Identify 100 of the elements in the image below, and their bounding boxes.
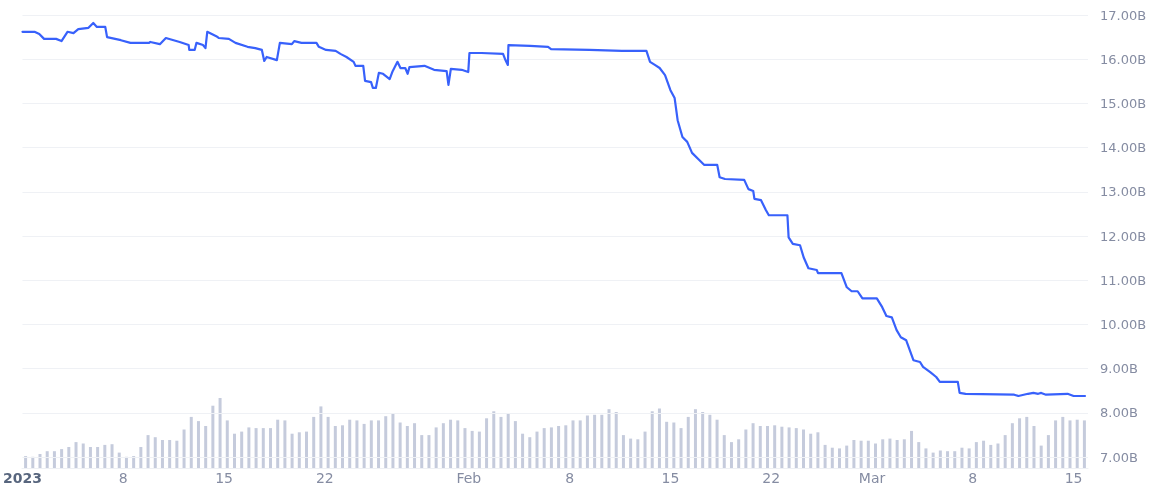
bar [391,413,395,468]
x-tick-label: Feb [456,470,482,486]
bar [377,420,381,468]
bar [45,451,49,468]
bar [60,449,64,468]
bar [81,443,85,468]
bar [196,421,200,468]
bar [549,427,553,468]
x-tick-label: 8 [968,470,978,486]
bar [780,426,784,468]
bar [794,428,798,468]
bar [139,447,143,468]
bar [578,420,582,468]
bar [600,414,604,468]
bar [636,439,640,468]
bar [773,425,777,468]
bar [967,448,971,468]
bar [405,426,409,468]
x-tick-label: 8 [118,470,128,486]
bar [874,443,878,468]
bar [427,435,431,468]
bar [708,414,712,468]
bar [254,428,258,468]
bar [268,428,272,468]
bar [910,430,914,468]
bar [513,421,517,468]
bar [341,425,345,468]
bar [52,451,56,468]
bar [297,432,301,468]
bar [621,435,625,468]
y-tick-label: 16.00B [1100,51,1147,67]
y-tick-label: 11.00B [1100,272,1147,288]
y-tick-label: 12.00B [1100,228,1147,244]
bar [737,439,741,468]
bar [657,408,661,468]
bar [67,447,71,468]
bar [693,409,697,468]
bar [614,412,618,468]
bar [153,437,157,468]
bar [845,445,849,468]
bar [1032,426,1036,468]
y-tick-label: 14.00B [1100,140,1147,156]
bar [895,440,899,468]
bar [413,423,417,468]
bar [485,418,489,468]
bar [665,421,669,468]
bar [1003,435,1007,468]
bar [751,423,755,468]
bar [326,416,330,468]
bar [729,442,733,468]
bar [521,433,525,468]
bar [809,433,813,468]
bar [1082,420,1086,468]
bar [1054,420,1058,468]
bar [1068,420,1072,468]
bar [881,439,885,468]
bar [492,411,496,468]
bar [398,422,402,468]
bar [571,420,575,468]
bar [470,430,474,468]
bar [506,413,510,468]
bar [650,411,654,468]
bar [312,416,316,468]
bar [434,427,438,468]
bar [585,415,589,468]
bar [146,435,150,468]
bar [953,451,957,468]
bar [564,425,568,468]
bar [982,440,986,468]
bar [722,435,726,468]
bar [420,435,424,468]
bar [117,452,121,468]
bar [701,412,705,468]
bar [305,431,309,468]
bar [74,442,78,468]
bar [1061,416,1065,468]
bar [232,433,236,468]
bar [679,428,683,468]
bar [132,456,136,468]
bar [168,440,172,468]
bar [24,456,28,468]
bar [189,416,193,468]
bar [477,431,481,468]
bar [715,419,719,468]
bar [333,426,337,468]
bar [247,427,251,468]
bar [283,420,287,468]
bar [175,440,179,468]
bar [557,426,561,468]
bar [744,429,748,468]
x-tick-label: Mar [858,470,886,486]
bar [1039,445,1043,468]
bar [103,444,107,468]
bar [946,451,950,468]
x-tick-label: 15 [1064,470,1083,486]
x-tick-label: 15 [215,470,233,486]
bar [1018,418,1022,468]
bar [866,440,870,468]
bar [369,420,373,468]
bar [276,419,280,468]
